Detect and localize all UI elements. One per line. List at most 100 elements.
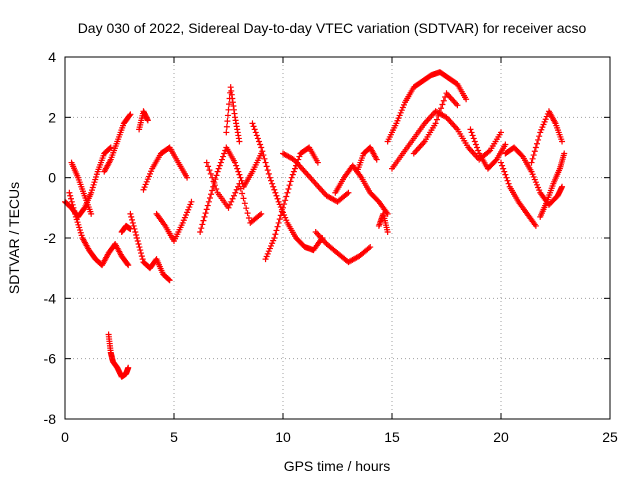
data-point: [89, 184, 96, 191]
series-arc-28: [118, 222, 134, 235]
data-point: [502, 171, 509, 178]
data-point: [232, 159, 239, 166]
series-arc-19: [384, 69, 470, 145]
data-point: [257, 141, 264, 148]
data-point: [233, 162, 240, 169]
data-point: [253, 132, 260, 139]
data-point: [395, 115, 402, 122]
y-tick-label: -4: [44, 290, 57, 306]
data-point: [75, 221, 82, 228]
data-point: [535, 184, 542, 191]
data-point: [74, 219, 81, 226]
series-arc-9: [197, 144, 265, 235]
data-point: [198, 225, 205, 232]
data-point: [136, 244, 143, 251]
data-point: [67, 192, 74, 199]
data-point: [126, 112, 133, 119]
data-point: [236, 180, 243, 187]
data-point: [275, 198, 282, 205]
data-point: [261, 155, 268, 162]
grid: [65, 57, 610, 419]
data-point: [540, 121, 547, 128]
data-point: [88, 187, 95, 194]
x-axis-label: GPS time / hours: [284, 458, 391, 474]
data-point: [205, 163, 212, 170]
data-point: [207, 170, 214, 177]
data-point: [124, 261, 131, 268]
data-point: [165, 276, 172, 283]
data-point: [505, 180, 512, 187]
data-point: [485, 148, 492, 155]
data-point: [138, 250, 145, 257]
data-point: [467, 126, 474, 133]
data-point: [180, 217, 187, 224]
data-point: [537, 129, 544, 136]
data-point: [536, 133, 543, 140]
series-arc-18: [375, 210, 391, 235]
data-point: [266, 245, 273, 252]
data-point: [344, 190, 351, 197]
data-point: [69, 201, 76, 208]
series-arc-2: [66, 189, 132, 269]
data-point: [93, 171, 100, 178]
data-point: [78, 232, 85, 239]
data-point: [139, 256, 146, 263]
data-point: [225, 106, 232, 113]
series-arc-25: [528, 108, 566, 166]
series-arc-17: [354, 144, 380, 175]
data-point: [440, 97, 447, 104]
data-point: [186, 204, 193, 211]
data-point: [471, 138, 478, 145]
data-point: [500, 165, 507, 172]
y-tick-label: -2: [44, 230, 57, 246]
data-point: [260, 152, 267, 159]
data-point: [235, 168, 242, 175]
data-point: [241, 200, 248, 207]
data-point: [143, 178, 150, 185]
series-arc-22: [467, 126, 509, 172]
data-point: [208, 191, 215, 198]
data-point: [535, 136, 542, 143]
series-arc-7: [140, 144, 191, 193]
data-point: [223, 123, 230, 130]
data-point: [269, 240, 276, 247]
data-point: [66, 189, 73, 196]
data-point: [367, 244, 374, 251]
data-point: [501, 168, 508, 175]
data-point: [218, 156, 225, 163]
data-point: [127, 210, 134, 217]
data-point: [71, 207, 78, 214]
data-point: [236, 138, 243, 145]
data-point: [206, 167, 213, 174]
data-point: [271, 186, 278, 193]
data-point: [498, 129, 504, 136]
x-tick-label: 10: [275, 429, 291, 445]
series-arc-3: [101, 111, 134, 175]
data-point: [211, 182, 218, 189]
data-point: [206, 195, 213, 202]
data-point: [239, 190, 246, 197]
data-point: [528, 168, 535, 175]
data-point: [70, 204, 77, 211]
y-tick-label: -8: [44, 411, 57, 427]
data-point: [76, 224, 83, 231]
data-point: [132, 228, 139, 235]
data-point: [499, 162, 506, 169]
data-point: [142, 181, 149, 188]
data-point: [269, 180, 276, 187]
data-point: [266, 174, 273, 181]
data-point: [144, 117, 151, 124]
series-arc-21: [410, 90, 461, 157]
data-point: [271, 235, 278, 241]
data-point: [130, 222, 137, 229]
series-arc-11: [203, 159, 265, 226]
data-point: [531, 148, 538, 155]
data-point: [182, 211, 189, 218]
data-point: [561, 150, 568, 157]
data-point: [530, 152, 537, 159]
data-point: [145, 173, 152, 180]
data-point: [463, 96, 470, 103]
data-point: [88, 210, 95, 217]
data-point: [283, 217, 290, 224]
